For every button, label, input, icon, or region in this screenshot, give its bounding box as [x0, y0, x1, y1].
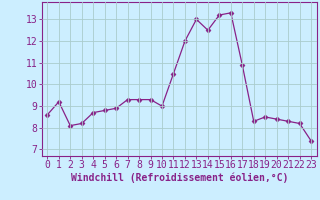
X-axis label: Windchill (Refroidissement éolien,°C): Windchill (Refroidissement éolien,°C)	[70, 173, 288, 183]
